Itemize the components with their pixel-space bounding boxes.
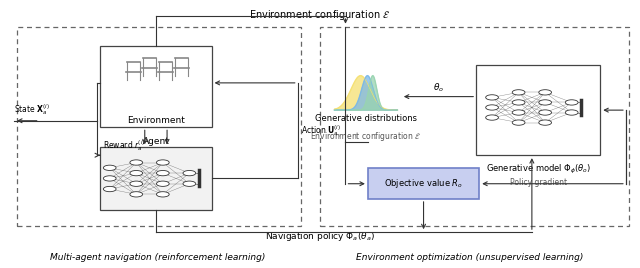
Circle shape: [512, 100, 525, 105]
Circle shape: [512, 110, 525, 115]
Circle shape: [103, 165, 116, 170]
Circle shape: [539, 110, 552, 115]
Text: Objective value $R_o$: Objective value $R_o$: [384, 177, 463, 190]
Text: Environment configuration $\mathcal{E}$: Environment configuration $\mathcal{E}$: [310, 130, 421, 143]
Circle shape: [512, 120, 525, 125]
Circle shape: [156, 160, 169, 165]
Circle shape: [130, 192, 143, 197]
Circle shape: [565, 110, 578, 115]
Circle shape: [130, 160, 143, 165]
FancyBboxPatch shape: [368, 169, 479, 199]
Text: Environment optimization (unsupervised learning): Environment optimization (unsupervised l…: [356, 253, 584, 262]
Circle shape: [486, 105, 499, 110]
Circle shape: [130, 170, 143, 176]
Circle shape: [103, 176, 116, 181]
Polygon shape: [334, 76, 397, 110]
Text: Navigation policy $\Phi_a(\theta_a)$: Navigation policy $\Phi_a(\theta_a)$: [265, 230, 375, 243]
Text: Environment: Environment: [127, 116, 185, 125]
Text: Reward $r_a^{(i)}$: Reward $r_a^{(i)}$: [103, 138, 145, 152]
FancyBboxPatch shape: [100, 147, 212, 210]
Circle shape: [539, 100, 552, 105]
Text: Multi-agent navigation (reinforcement learning): Multi-agent navigation (reinforcement le…: [50, 253, 265, 262]
Text: State $\mathbf{X}_a^{(i)}$: State $\mathbf{X}_a^{(i)}$: [14, 102, 50, 117]
Text: Agent: Agent: [143, 137, 170, 146]
Text: Generative model $\Phi_\phi(\theta_o)$: Generative model $\Phi_\phi(\theta_o)$: [486, 163, 591, 176]
Circle shape: [565, 100, 578, 105]
Text: Generative distributions: Generative distributions: [315, 114, 417, 123]
Polygon shape: [334, 76, 397, 110]
FancyBboxPatch shape: [100, 46, 212, 127]
Circle shape: [539, 90, 552, 95]
FancyBboxPatch shape: [476, 65, 600, 155]
Circle shape: [512, 90, 525, 95]
Circle shape: [486, 115, 499, 120]
Text: Environment configuration $\mathcal{E}$: Environment configuration $\mathcal{E}$: [250, 8, 390, 22]
Circle shape: [156, 192, 169, 197]
Circle shape: [103, 186, 116, 192]
Circle shape: [486, 95, 499, 100]
Text: Policy gradient: Policy gradient: [509, 178, 567, 187]
Circle shape: [183, 181, 196, 186]
Circle shape: [539, 120, 552, 125]
Polygon shape: [334, 76, 397, 110]
Text: Action $\mathbf{U}_a^{(i)}$: Action $\mathbf{U}_a^{(i)}$: [301, 123, 341, 138]
Circle shape: [130, 181, 143, 186]
Text: $\theta_o$: $\theta_o$: [433, 81, 444, 94]
Circle shape: [156, 170, 169, 176]
Circle shape: [183, 170, 196, 176]
Circle shape: [156, 181, 169, 186]
